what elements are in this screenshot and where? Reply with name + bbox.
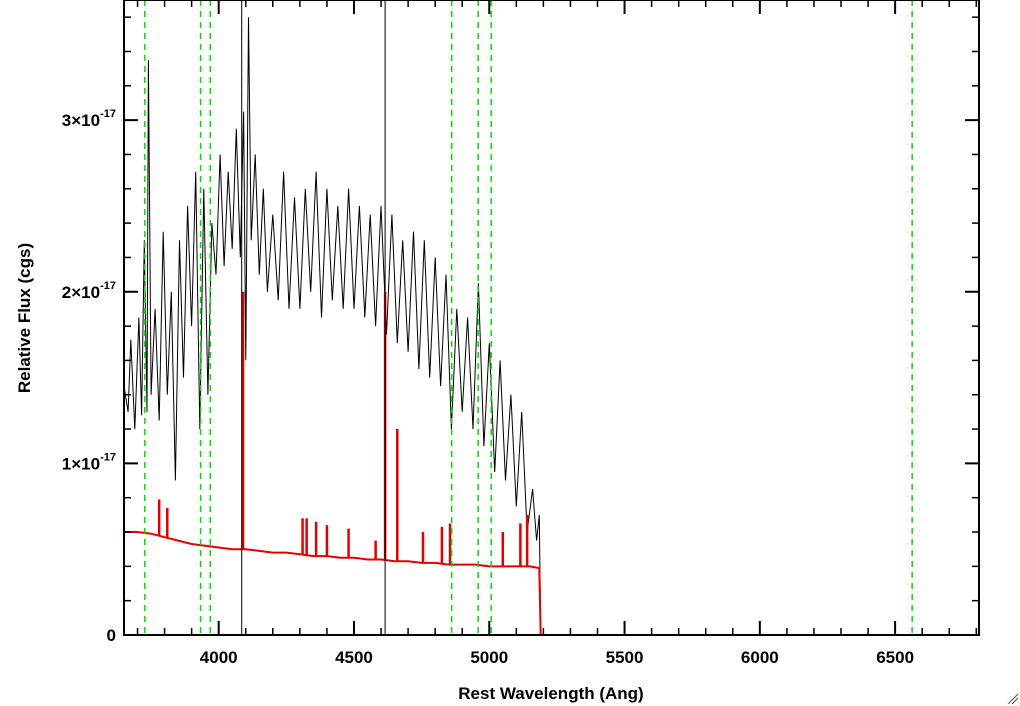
- x-tick-label: 5500: [606, 648, 644, 667]
- y-tick-label: 2×10-17: [62, 280, 116, 302]
- axes: 4000 4500 5000 5500 6000 6500 0 1×10-17 2×10-17 3…: [62, 0, 980, 667]
- y-tick-label: 3×10-17: [62, 108, 116, 130]
- model-spectrum-line: [124, 531, 979, 635]
- plot-area: [124, 0, 979, 635]
- y-axis-title: Relative Flux (cgs): [15, 243, 34, 393]
- plot-frame: [123, 0, 980, 636]
- x-tick-label: 4000: [200, 648, 238, 667]
- plot-clip-group: [124, 0, 979, 635]
- x-tick-label: 4500: [335, 648, 373, 667]
- observed-spectrum-line: [124, 17, 542, 635]
- x-tick-label: 6500: [876, 648, 914, 667]
- y-tick-label: 1×10-17: [62, 451, 116, 473]
- x-tick-label: 6000: [741, 648, 779, 667]
- resize-grip-icon[interactable]: [1007, 693, 1019, 705]
- y-tick-label: 0: [107, 626, 116, 645]
- x-tick-label: 5000: [470, 648, 508, 667]
- x-axis-title: Rest Wavelength (Ang): [458, 684, 643, 703]
